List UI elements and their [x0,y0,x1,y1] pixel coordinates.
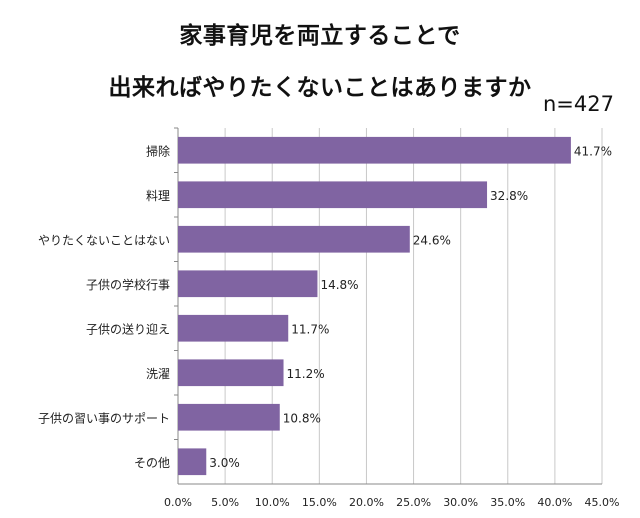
data-label: 41.7% [574,144,612,158]
bar [178,136,571,164]
bar [178,448,207,476]
category-label: 料理 [146,189,170,203]
bar [178,270,318,298]
data-label: 32.8% [490,189,528,203]
x-tick-label: 5.0% [211,496,239,509]
data-label: 11.7% [291,322,329,336]
data-label: 10.8% [283,411,321,425]
x-tick-label: 25.0% [396,496,431,509]
bar [178,359,284,387]
data-label: 11.2% [287,367,325,381]
chart-title-line-1: 家事育児を両立することで [179,23,461,49]
category-label: やりたくないことはない [38,233,170,247]
bar [178,314,289,342]
sample-size-label: n=427 [543,92,614,116]
bar [178,403,280,431]
category-label: 子供の学校行事 [86,277,170,292]
category-label: 洗濯 [146,367,170,381]
x-tick-label: 45.0% [585,496,620,509]
x-tick-label: 35.0% [490,496,525,509]
x-tick-label: 30.0% [443,496,478,509]
x-tick-label: 0.0% [164,496,192,509]
category-label: 子供の習い事のサポート [38,411,170,425]
bar [178,225,410,253]
x-tick-label: 20.0% [349,496,384,509]
bar [178,181,488,209]
x-tick-label: 15.0% [302,496,337,509]
data-label: 24.6% [413,233,451,247]
chart-title-line-2: 出来ればやりたくないことはありますか [108,75,532,101]
data-label: 3.0% [209,456,240,470]
category-label: 掃除 [146,143,170,158]
x-tick-label: 40.0% [537,496,572,509]
category-label: 子供の送り迎え [86,321,170,336]
category-label: その他 [134,456,170,470]
data-label: 14.8% [320,278,358,292]
x-tick-label: 10.0% [255,496,290,509]
